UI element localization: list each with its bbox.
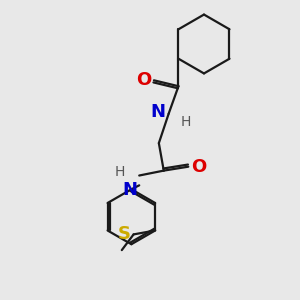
Text: H: H [115, 165, 125, 178]
Text: O: O [191, 158, 206, 176]
Text: O: O [136, 71, 151, 89]
Text: N: N [151, 103, 166, 121]
Text: S: S [118, 225, 130, 243]
Text: N: N [122, 182, 137, 200]
Text: H: H [180, 115, 191, 128]
